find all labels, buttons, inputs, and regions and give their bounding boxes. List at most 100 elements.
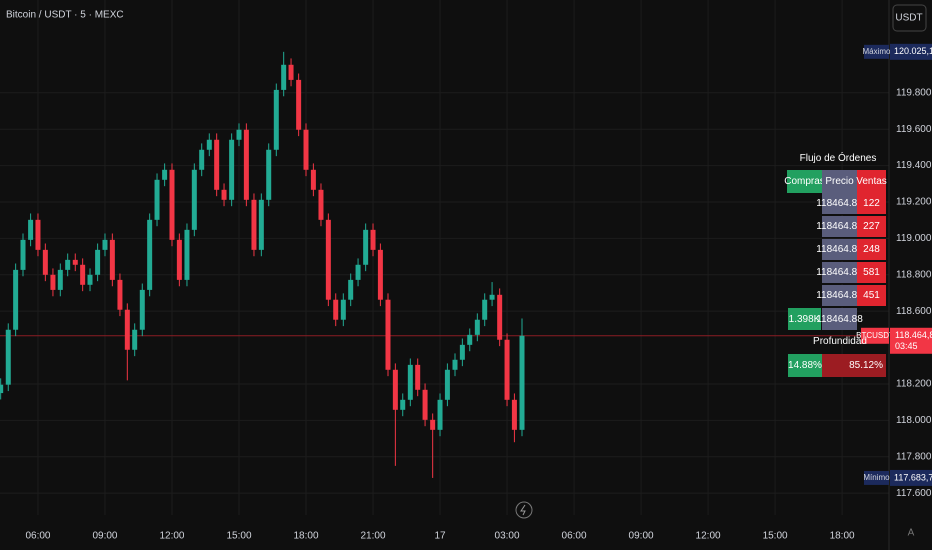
depth-title: Profundidad	[813, 335, 867, 347]
sell-volume: 581	[857, 262, 886, 284]
price-level: 118464.87	[816, 239, 863, 261]
candle-body	[117, 279, 123, 310]
candle-body	[333, 299, 339, 320]
candle-body	[184, 229, 190, 280]
candle-body	[251, 199, 257, 250]
sell-volume: 227	[857, 216, 886, 238]
candle-body	[169, 169, 175, 240]
symbol-tag	[861, 327, 889, 344]
candle-body	[57, 269, 63, 290]
price-level: 118464.87	[816, 193, 863, 215]
candle-body	[415, 364, 421, 390]
replay-icon-bolt	[520, 504, 526, 516]
x-tick-label: 03:00	[495, 531, 520, 542]
sell-volume: 122	[857, 193, 886, 215]
candle-body	[80, 264, 86, 285]
candle-body	[377, 249, 383, 300]
x-tick-label: 09:00	[92, 531, 117, 542]
x-tick-label: 12:00	[696, 531, 721, 542]
auto-scale-icon[interactable]: A	[908, 528, 915, 539]
candle-body	[348, 279, 354, 300]
candle-body	[229, 139, 235, 200]
x-tick-label: 09:00	[629, 531, 654, 542]
price-level: 118464.87	[816, 216, 863, 238]
candle-body	[35, 219, 41, 250]
candle-body	[20, 239, 26, 270]
depth-sell: 85.12%	[822, 354, 886, 377]
x-tick-label: 17	[434, 531, 446, 542]
candle-body	[42, 249, 48, 275]
candle-body	[102, 239, 108, 250]
marker-value-box	[890, 469, 932, 486]
x-tick-label: 15:00	[226, 531, 251, 542]
x-tick-label: 15:00	[763, 531, 788, 542]
candle-body	[162, 169, 168, 180]
candle-body	[497, 294, 503, 340]
candle-body	[385, 299, 391, 370]
price-level: 118464.87	[816, 285, 863, 307]
x-tick-label: 18:00	[293, 531, 318, 542]
flow-last-price: 118464.88	[816, 308, 863, 330]
y-tick-label: 117.800,00	[896, 451, 932, 462]
sell-volume: 248	[857, 239, 886, 261]
price-level: 118464.87	[816, 262, 863, 284]
candle-body	[303, 129, 309, 170]
candle-body	[437, 399, 443, 430]
y-tick-label: 118.000,00	[896, 415, 932, 426]
candle-body	[147, 219, 153, 290]
candle-body	[504, 339, 510, 400]
header-cell: Precio	[822, 170, 857, 193]
currency-label[interactable]: USDT	[895, 13, 922, 24]
marker-text: Mínimo	[863, 473, 890, 482]
candle-body	[422, 389, 428, 420]
candle-body	[5, 329, 11, 385]
replay-icon[interactable]	[515, 501, 533, 519]
y-tick-label: 118.600,00	[896, 306, 932, 317]
y-tick-label: 119.200,00	[896, 197, 932, 208]
candle-body	[124, 309, 130, 350]
header-cell: Ventas	[856, 170, 887, 193]
currency-button[interactable]	[892, 4, 927, 32]
candle-body	[400, 399, 406, 410]
y-tick-label: 119.800,00	[896, 87, 932, 98]
y-tick-label: 119.400,00	[896, 160, 932, 171]
candle-body	[13, 269, 19, 330]
candle-body	[340, 299, 346, 320]
candle-body	[355, 264, 361, 280]
last-price-value: 118.464,87	[895, 330, 932, 340]
candle-body	[50, 274, 56, 290]
marker-tag	[864, 470, 889, 485]
last-price-box	[890, 327, 932, 354]
order-flow-title: Flujo de Órdenes	[799, 152, 877, 164]
depth-buy: 14.88%	[788, 354, 822, 377]
candle-body	[511, 399, 517, 430]
x-tick-label: 21:00	[361, 531, 386, 542]
x-tick-label: 18:00	[830, 531, 855, 542]
candle-body	[258, 199, 264, 250]
y-tick-label: 118.800,00	[896, 269, 932, 280]
x-tick-label: 06:00	[562, 531, 587, 542]
y-tick-label: 117.600,00	[896, 488, 932, 499]
x-tick-label: 06:00	[25, 531, 50, 542]
candle-body	[444, 369, 450, 400]
candle-body	[176, 239, 182, 280]
candle-body	[318, 189, 324, 220]
candle-body	[288, 64, 294, 80]
candle-body	[199, 149, 205, 170]
candle-body	[489, 294, 495, 300]
candle-body	[310, 169, 316, 190]
candle-body	[132, 329, 138, 350]
candle-body	[474, 319, 480, 335]
candle-body	[95, 249, 101, 275]
candle-body	[87, 274, 93, 285]
candle-body	[281, 64, 287, 90]
candle-body	[370, 229, 376, 250]
candle-body	[221, 189, 227, 200]
candle-body	[407, 364, 413, 400]
candle-body	[459, 344, 465, 360]
candle-body	[236, 129, 242, 140]
marker-value: 117.683,73	[894, 472, 932, 482]
y-tick-label: 118.200,00	[896, 379, 932, 390]
candle-body	[28, 219, 34, 240]
